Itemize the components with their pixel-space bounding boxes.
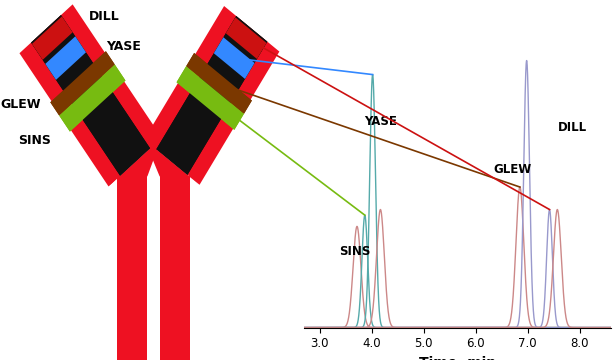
X-axis label: Time, min: Time, min [419,356,496,360]
Polygon shape [50,51,115,116]
Polygon shape [177,66,244,130]
Text: YASE: YASE [106,40,141,53]
Polygon shape [45,37,86,80]
Polygon shape [59,64,125,132]
Polygon shape [214,37,254,79]
Polygon shape [31,15,150,176]
Polygon shape [144,139,200,185]
Polygon shape [32,17,72,60]
Polygon shape [109,138,161,186]
Polygon shape [32,16,72,60]
Polygon shape [226,18,266,59]
Polygon shape [117,176,147,360]
Polygon shape [50,51,115,116]
Polygon shape [31,15,150,176]
Polygon shape [144,6,279,185]
Polygon shape [226,17,266,59]
Text: GLEW: GLEW [0,98,41,111]
Polygon shape [214,37,255,79]
Polygon shape [157,16,267,175]
Polygon shape [186,53,252,114]
Polygon shape [160,176,190,360]
Text: DILL: DILL [558,121,587,134]
Polygon shape [59,64,125,132]
Text: YASE: YASE [363,115,397,128]
Polygon shape [157,16,267,175]
Polygon shape [177,66,244,130]
Polygon shape [45,36,86,80]
Text: SINS: SINS [18,134,52,147]
Polygon shape [186,53,252,114]
Text: DILL: DILL [89,10,120,23]
Text: GLEW: GLEW [494,163,532,176]
Polygon shape [20,4,161,186]
Text: SINS: SINS [340,244,371,257]
